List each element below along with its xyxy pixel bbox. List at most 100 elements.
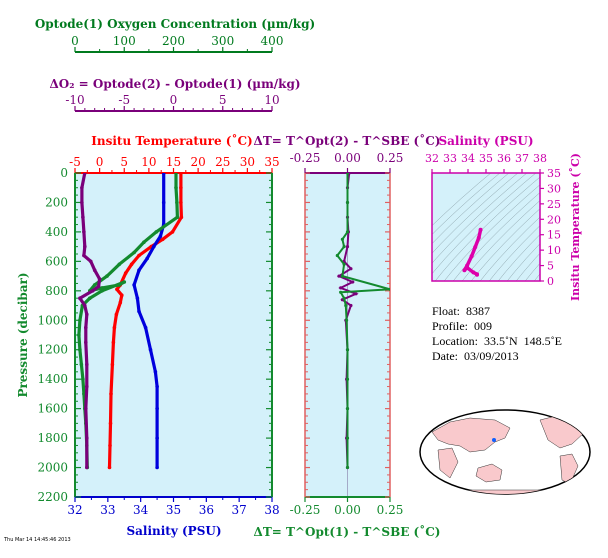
profile-point-delta_o2 (97, 277, 102, 281)
pressure-axis-title: Pressure (decibar) (16, 272, 30, 397)
dt-point-1 (345, 230, 350, 234)
map-south-america (559, 453, 579, 485)
main-panel: Insitu Temperature (˚C) -5 0 5 10 15 20 25 30 35… (16, 133, 280, 538)
profile-point-delta_o2 (83, 303, 87, 308)
dt-point-1 (339, 290, 343, 294)
profile-point-salinity (145, 256, 149, 261)
salinity-axis-tick-label: 37 (232, 503, 247, 517)
pressure-tick-label: 2000 (37, 461, 68, 475)
profile-point-salinity (161, 200, 166, 205)
ts-density-contour (497, 234, 540, 281)
dt-point-1 (345, 318, 349, 322)
dt-point-1 (344, 303, 348, 308)
profile-point-delta_o2 (90, 289, 95, 293)
profile-point-salinity (152, 244, 156, 249)
profile-point-oxygen (77, 333, 81, 337)
pressure-tick-label: 1400 (37, 372, 68, 386)
profile-point-temperature (129, 262, 134, 267)
ts-point (469, 254, 474, 259)
salinity-axis-title: Salinity (PSU) (126, 524, 221, 538)
salinity-axis-tick-label: 32 (67, 503, 82, 517)
ts-density-contour (524, 262, 540, 281)
pressure-tick-label: 1200 (37, 343, 68, 357)
profile-point-salinity (155, 384, 159, 389)
profile-line-temperature (107, 173, 183, 468)
profile-point-delta_o2 (81, 215, 85, 219)
ts-point (478, 227, 483, 232)
delta-o2-axis-title: ΔO₂ = Optode(2) - Optode(1) (µm/kg) (49, 77, 300, 91)
ts-title: Salinity (PSU) (438, 134, 533, 148)
salinity-axis-tick-label: 36 (199, 503, 214, 517)
ts-x-tick-label: 33 (443, 152, 457, 165)
ts-density-contour (479, 216, 540, 281)
profile-point-delta_o2 (85, 465, 89, 470)
profile-point-temperature (179, 200, 183, 205)
dt-point-0 (345, 245, 350, 249)
dt-bottom-tick-label: -0.25 (290, 503, 321, 517)
dt-bottom-tick-label: 0.00 (334, 503, 361, 517)
ts-y-tick-label: 0 (547, 275, 554, 288)
dt-point-0 (349, 267, 353, 271)
oxygen-axis: Optode(1) Oxygen Concentration (µm/kg) 0… (35, 17, 315, 53)
oxygen-axis-tick-label: 200 (162, 34, 185, 48)
profile-point-delta_o2 (83, 244, 87, 249)
temperature-axis-tick-label: -5 (69, 155, 81, 169)
profile-point-temperature (114, 312, 119, 317)
ts-density-contour (432, 173, 528, 264)
temperature-axis-tick-label: 35 (264, 155, 279, 169)
profile-point-oxygen (82, 392, 86, 396)
profile-point-salinity (143, 325, 148, 330)
dt-point-1 (345, 436, 350, 440)
profile-point-temperature (108, 421, 113, 426)
pressure-tick-label: 600 (45, 254, 68, 268)
profile-point-oxygen (117, 262, 122, 267)
ts-x-tick-label: 34 (461, 152, 475, 165)
temperature-axis-tick-label: 0 (96, 155, 104, 169)
ts-y-tick-label: 30 (547, 182, 561, 195)
dt-point-0 (339, 286, 343, 290)
dt-point-1 (340, 237, 344, 241)
salinity-axis-tick-label: 38 (264, 503, 279, 517)
profile-point-salinity (161, 173, 166, 175)
float-id: Float: 8387 (432, 304, 491, 318)
profile-point-oxygen (117, 283, 122, 287)
dt-point-1 (345, 348, 350, 352)
salinity-axis-tick-label: 34 (133, 503, 149, 517)
profile-point-salinity (137, 309, 141, 314)
ts-x-tick-label: 32 (425, 152, 439, 165)
dt-point-1 (342, 262, 346, 266)
ts-y-tick-label: 15 (547, 229, 561, 242)
ts-density-contour (461, 200, 540, 281)
profile-point-delta_o2 (80, 185, 84, 190)
dt-point-1 (342, 296, 346, 300)
location: Location: 33.5˚N 148.5˚E (432, 334, 562, 348)
profile-point-temperature (179, 185, 183, 190)
delta-o2-axis-tick-label: -5 (118, 93, 130, 107)
float-info: Float: 8387 Profile: 009 Location: 33.5˚… (432, 304, 562, 364)
ts-density-contour (452, 192, 540, 281)
ts-ylabel: Insitu Temperature (˚C) (569, 153, 582, 301)
ts-point (473, 245, 478, 250)
ts-x-tick-label: 35 (479, 152, 493, 165)
delta-o2-axis-tick-label: 5 (219, 93, 227, 107)
delta-o2-axis-tick-label: 10 (264, 93, 279, 107)
profile-point-temperature (123, 271, 128, 275)
delta-t-bottom-title: ΔT= T^Opt(1) - T^SBE (˚C) (254, 524, 441, 539)
profile-point-salinity (153, 370, 158, 374)
ts-density-contour (432, 173, 510, 245)
profile-number: Profile: 009 (432, 319, 492, 333)
dt-point-0 (349, 303, 353, 308)
salinity-axis-tick-label: 35 (166, 503, 181, 517)
pressure-tick-label: 400 (45, 225, 68, 239)
profile-point-delta_o2 (85, 436, 89, 440)
ts-y-tick-label: 20 (547, 213, 561, 226)
dt-top-tick-label: 0.25 (377, 151, 404, 165)
ts-y-tick-label: 10 (547, 244, 561, 257)
delta-o2-axis-tick-label: 0 (170, 93, 178, 107)
map-australia (475, 463, 503, 483)
ts-x-tick-label: 36 (497, 152, 511, 165)
dt-point-1 (345, 173, 350, 175)
ts-density-contour (432, 173, 519, 254)
ts-y-tick-label: 35 (547, 167, 561, 180)
profile-point-temperature (115, 287, 119, 292)
